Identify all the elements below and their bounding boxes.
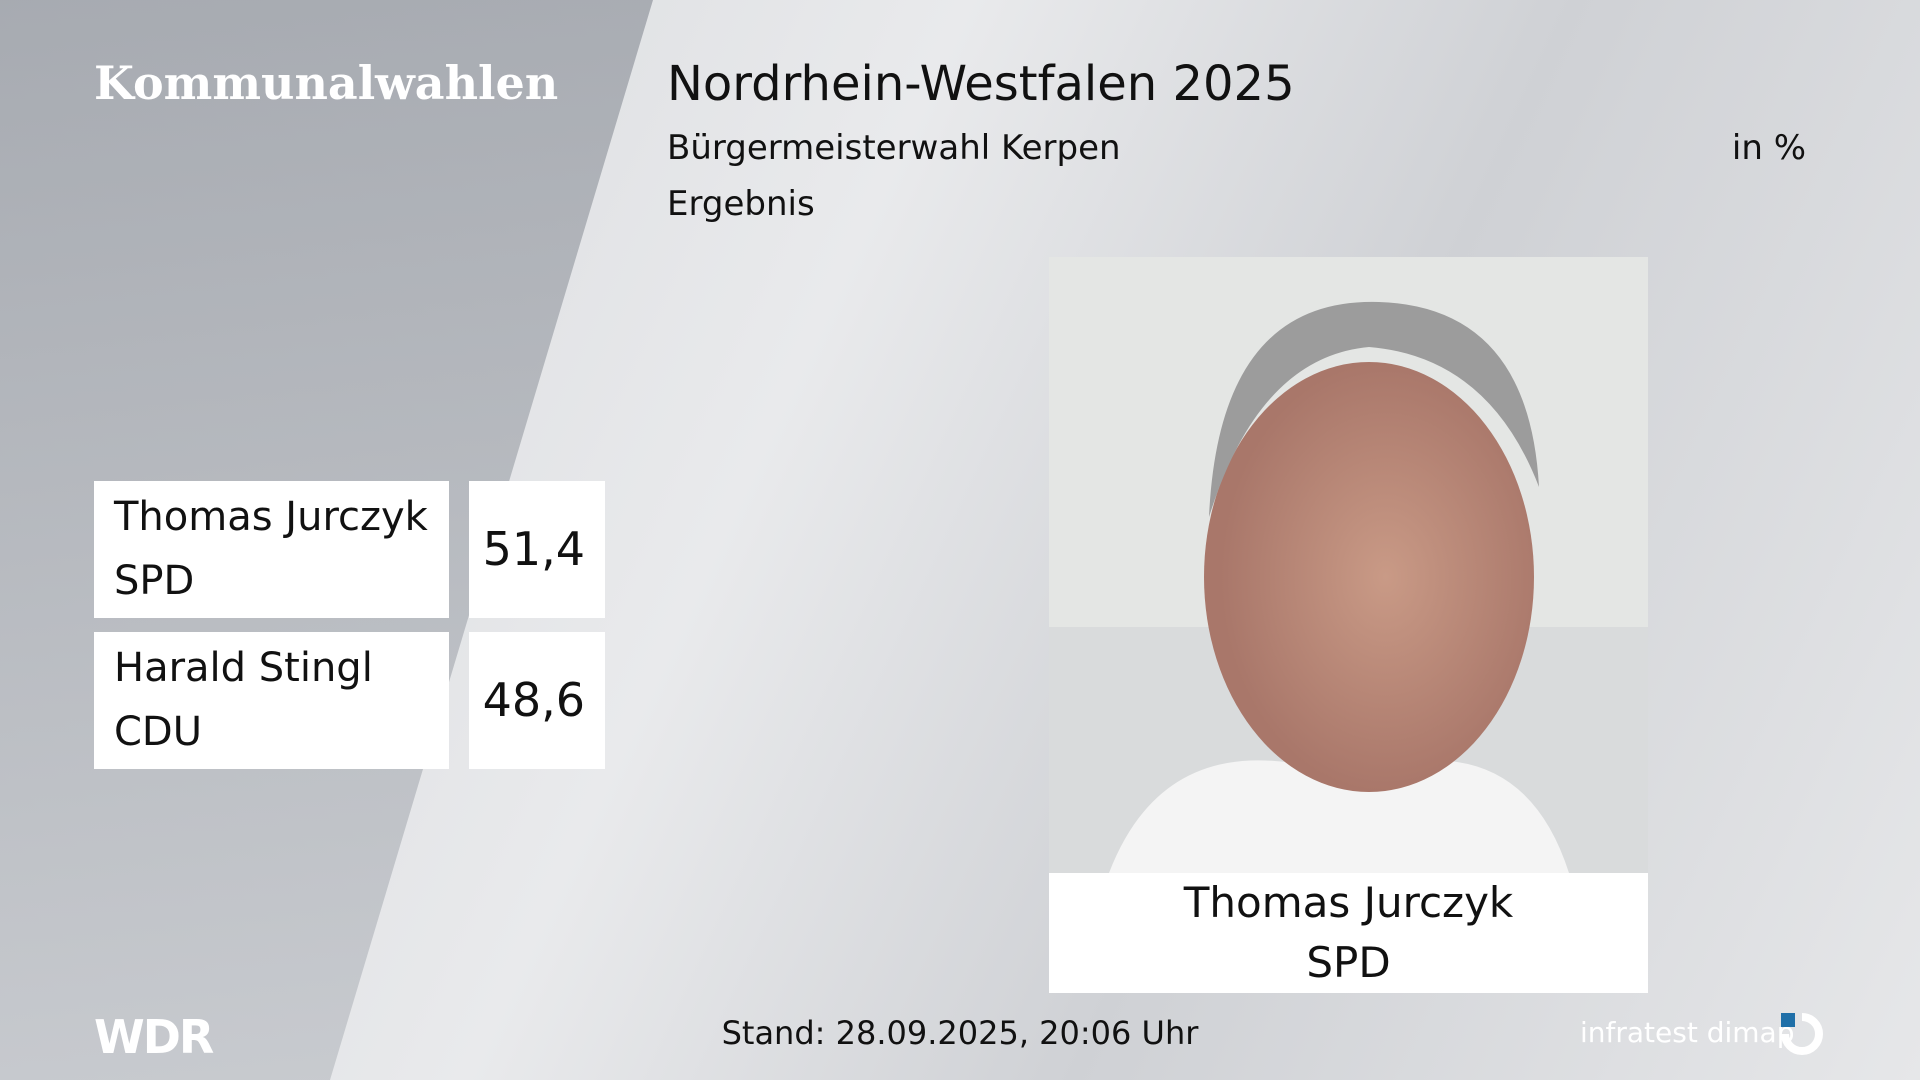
result-value: 48,6	[469, 632, 605, 769]
source-logo	[1781, 1013, 1823, 1055]
label: Ergebnis	[667, 184, 815, 224]
result-value: 51,4	[469, 481, 605, 618]
source: infratest dimap	[1580, 1016, 1795, 1049]
stand: Stand: 28.09.2025, 20:06 Uhr	[721, 1014, 1199, 1052]
caption-name: Thomas Jurczyk	[1183, 878, 1514, 927]
left-title: Kommunalwahlen	[94, 56, 559, 110]
candidate-party: SPD	[114, 558, 195, 604]
candidate-box: Thomas Jurczyk SPD	[94, 481, 449, 618]
candidate-name: Thomas Jurczyk	[114, 494, 428, 540]
candidate-party: CDU	[114, 709, 203, 755]
wdr-logo: WDR	[94, 1010, 214, 1064]
caption-party: SPD	[1306, 938, 1391, 987]
candidate-name: Harald Stingl	[114, 645, 373, 691]
title: Nordrhein-Westfalen 2025	[667, 56, 1295, 112]
candidate-photo	[1049, 257, 1648, 873]
photo-caption: Thomas Jurczyk SPD	[1049, 873, 1648, 993]
unit: in %	[1731, 128, 1806, 168]
subtitle: Bürgermeisterwahl Kerpen	[667, 128, 1121, 168]
candidate-box: Harald Stingl CDU	[94, 632, 449, 769]
